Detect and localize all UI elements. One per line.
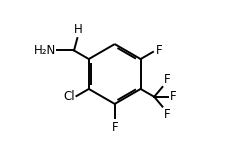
Text: H: H [74,23,82,36]
Text: F: F [164,108,170,121]
Text: F: F [111,121,118,134]
Text: F: F [156,44,163,57]
Text: F: F [164,73,170,86]
Text: F: F [170,90,177,103]
Text: H₂N: H₂N [34,44,56,57]
Text: Cl: Cl [64,90,75,103]
